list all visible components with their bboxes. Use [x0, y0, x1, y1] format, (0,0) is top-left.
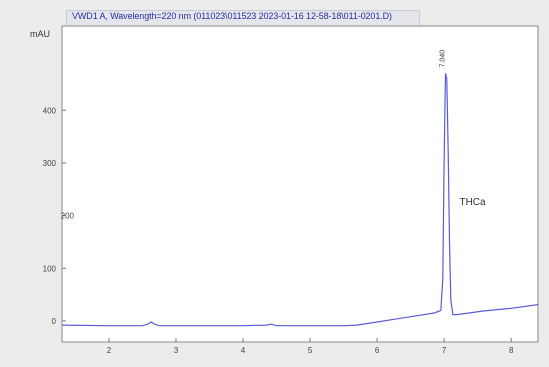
- peak-label-thca: THCa: [459, 197, 486, 208]
- peak-retention-time-label: 7.040: [439, 50, 446, 68]
- y-tick-label: 200: [61, 212, 75, 221]
- plot-area: [62, 26, 538, 342]
- y-tick-label: 400: [43, 106, 57, 115]
- y-tick-label: 300: [43, 159, 57, 168]
- x-tick-label: 2: [107, 346, 112, 355]
- x-tick-label: 5: [308, 346, 313, 355]
- y-axis-label: mAU: [30, 29, 50, 39]
- x-tick-label: 3: [174, 346, 179, 355]
- x-tick-label: 8: [509, 346, 514, 355]
- y-tick-label: 100: [43, 264, 57, 273]
- y-tick-label: 0: [52, 317, 57, 326]
- x-tick-label: 4: [241, 346, 246, 355]
- x-tick-label: 6: [375, 346, 380, 355]
- x-tick-label: 7: [442, 346, 447, 355]
